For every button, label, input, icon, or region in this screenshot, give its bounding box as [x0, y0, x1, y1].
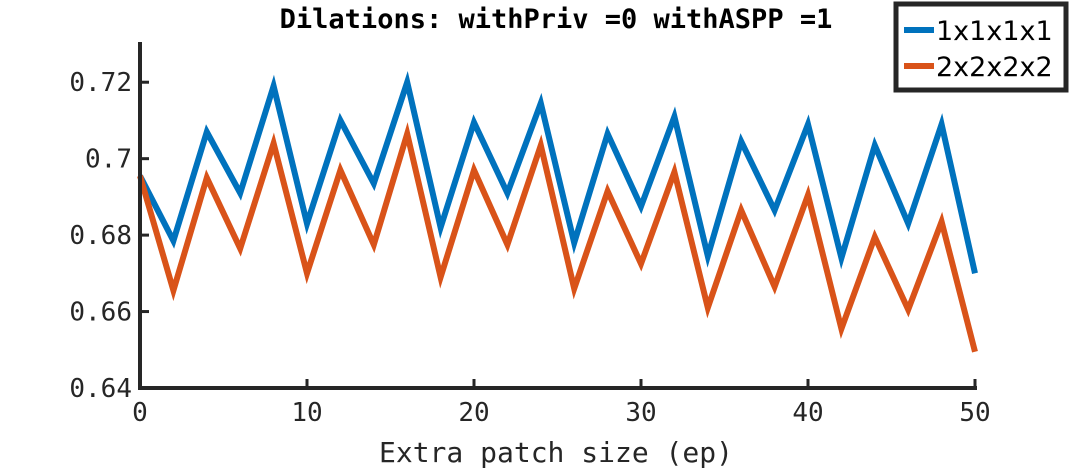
chart-title: Dilations: withPriv =0 withASPP =1	[280, 4, 833, 35]
legend-label-2: 2x2x2x2	[936, 52, 1053, 83]
plot-lines	[137, 71, 978, 353]
x-tick-label: 30	[625, 398, 656, 428]
legend-label-1: 1x1x1x1	[936, 16, 1053, 47]
legend-box	[893, 1, 1069, 93]
series-line-1	[137, 71, 978, 274]
x-axis-label: Extra patch size (ep)	[379, 436, 733, 469]
axes	[138, 42, 977, 390]
legend: 1x1x1x1 2x2x2x2	[893, 1, 1069, 93]
x-tick-label: 10	[291, 398, 322, 428]
y-tick-label: 0.68	[69, 221, 132, 251]
x-tick-label: 20	[458, 398, 489, 428]
y-tick-label: 0.7	[85, 145, 132, 175]
y-tick-label: 0.64	[69, 374, 132, 404]
y-tick-label: 0.72	[69, 68, 132, 98]
ticks: 0.64 0.66 0.68 0.7 0.72 0 10 20 30 40 50	[69, 68, 990, 428]
y-tick-label: 0.66	[69, 298, 132, 328]
series-line-2	[137, 122, 978, 353]
x-tick-label: 40	[792, 398, 823, 428]
x-tick-label: 50	[959, 398, 990, 428]
x-tick-label: 0	[132, 398, 148, 428]
